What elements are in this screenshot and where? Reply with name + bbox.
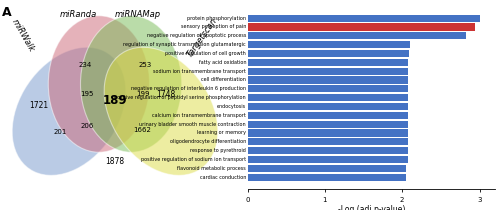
Text: Targetscan: Targetscan [186,16,220,59]
Bar [248,59,408,66]
X-axis label: -Log (adj p-value): -Log (adj p-value) [338,205,405,210]
Bar [248,174,406,181]
Ellipse shape [80,16,182,152]
Bar [248,85,408,92]
Bar [248,121,408,128]
Bar [248,165,406,172]
Text: 1748: 1748 [156,90,175,99]
Bar [248,68,408,75]
Bar [248,147,408,154]
Text: miRWalk: miRWalk [10,18,36,54]
Bar [248,112,408,119]
Text: 195: 195 [80,92,94,97]
Ellipse shape [12,47,126,175]
Bar [248,156,408,163]
Bar [248,15,480,22]
Text: 1662: 1662 [134,127,152,133]
Text: A: A [2,6,12,19]
Bar [248,41,410,48]
Bar [248,50,409,57]
Ellipse shape [104,47,218,175]
Text: 1878: 1878 [106,157,124,166]
Bar [248,24,475,30]
Bar [248,129,408,136]
Text: 189: 189 [102,94,128,107]
Bar [248,103,408,110]
Text: miRanda: miRanda [60,10,97,19]
Bar [248,32,466,39]
Text: 1721: 1721 [30,101,48,109]
Text: 201: 201 [53,129,66,135]
Text: B: B [228,0,237,3]
Bar [248,138,408,145]
Text: miRNAMap: miRNAMap [115,10,161,19]
Text: 206: 206 [80,123,94,129]
Bar [248,76,408,84]
Text: 234: 234 [78,62,92,68]
Text: 199: 199 [136,92,149,97]
Text: 253: 253 [138,62,151,68]
Bar [248,94,408,101]
Ellipse shape [48,16,150,152]
